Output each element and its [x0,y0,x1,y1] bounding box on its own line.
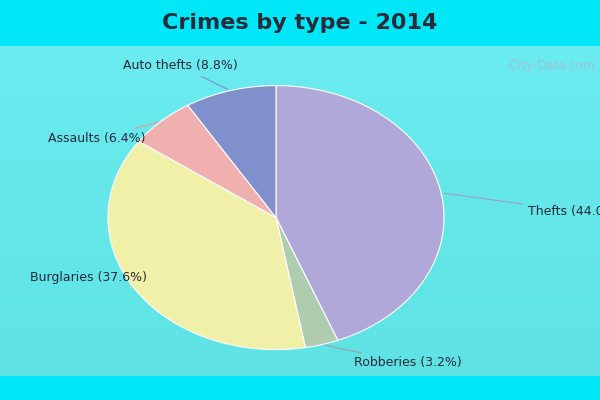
Text: City-Data.com: City-Data.com [506,59,594,72]
Polygon shape [188,86,276,218]
Text: Auto thefts (8.8%): Auto thefts (8.8%) [122,59,238,89]
Text: Robberies (3.2%): Robberies (3.2%) [325,345,462,369]
Polygon shape [139,105,276,218]
Polygon shape [108,141,305,350]
Text: Assaults (6.4%): Assaults (6.4%) [48,122,158,145]
Text: Burglaries (37.6%): Burglaries (37.6%) [30,270,147,288]
Polygon shape [276,218,338,348]
Text: Crimes by type - 2014: Crimes by type - 2014 [163,13,437,33]
Polygon shape [276,86,444,340]
Text: Thefts (44.0%): Thefts (44.0%) [444,193,600,218]
